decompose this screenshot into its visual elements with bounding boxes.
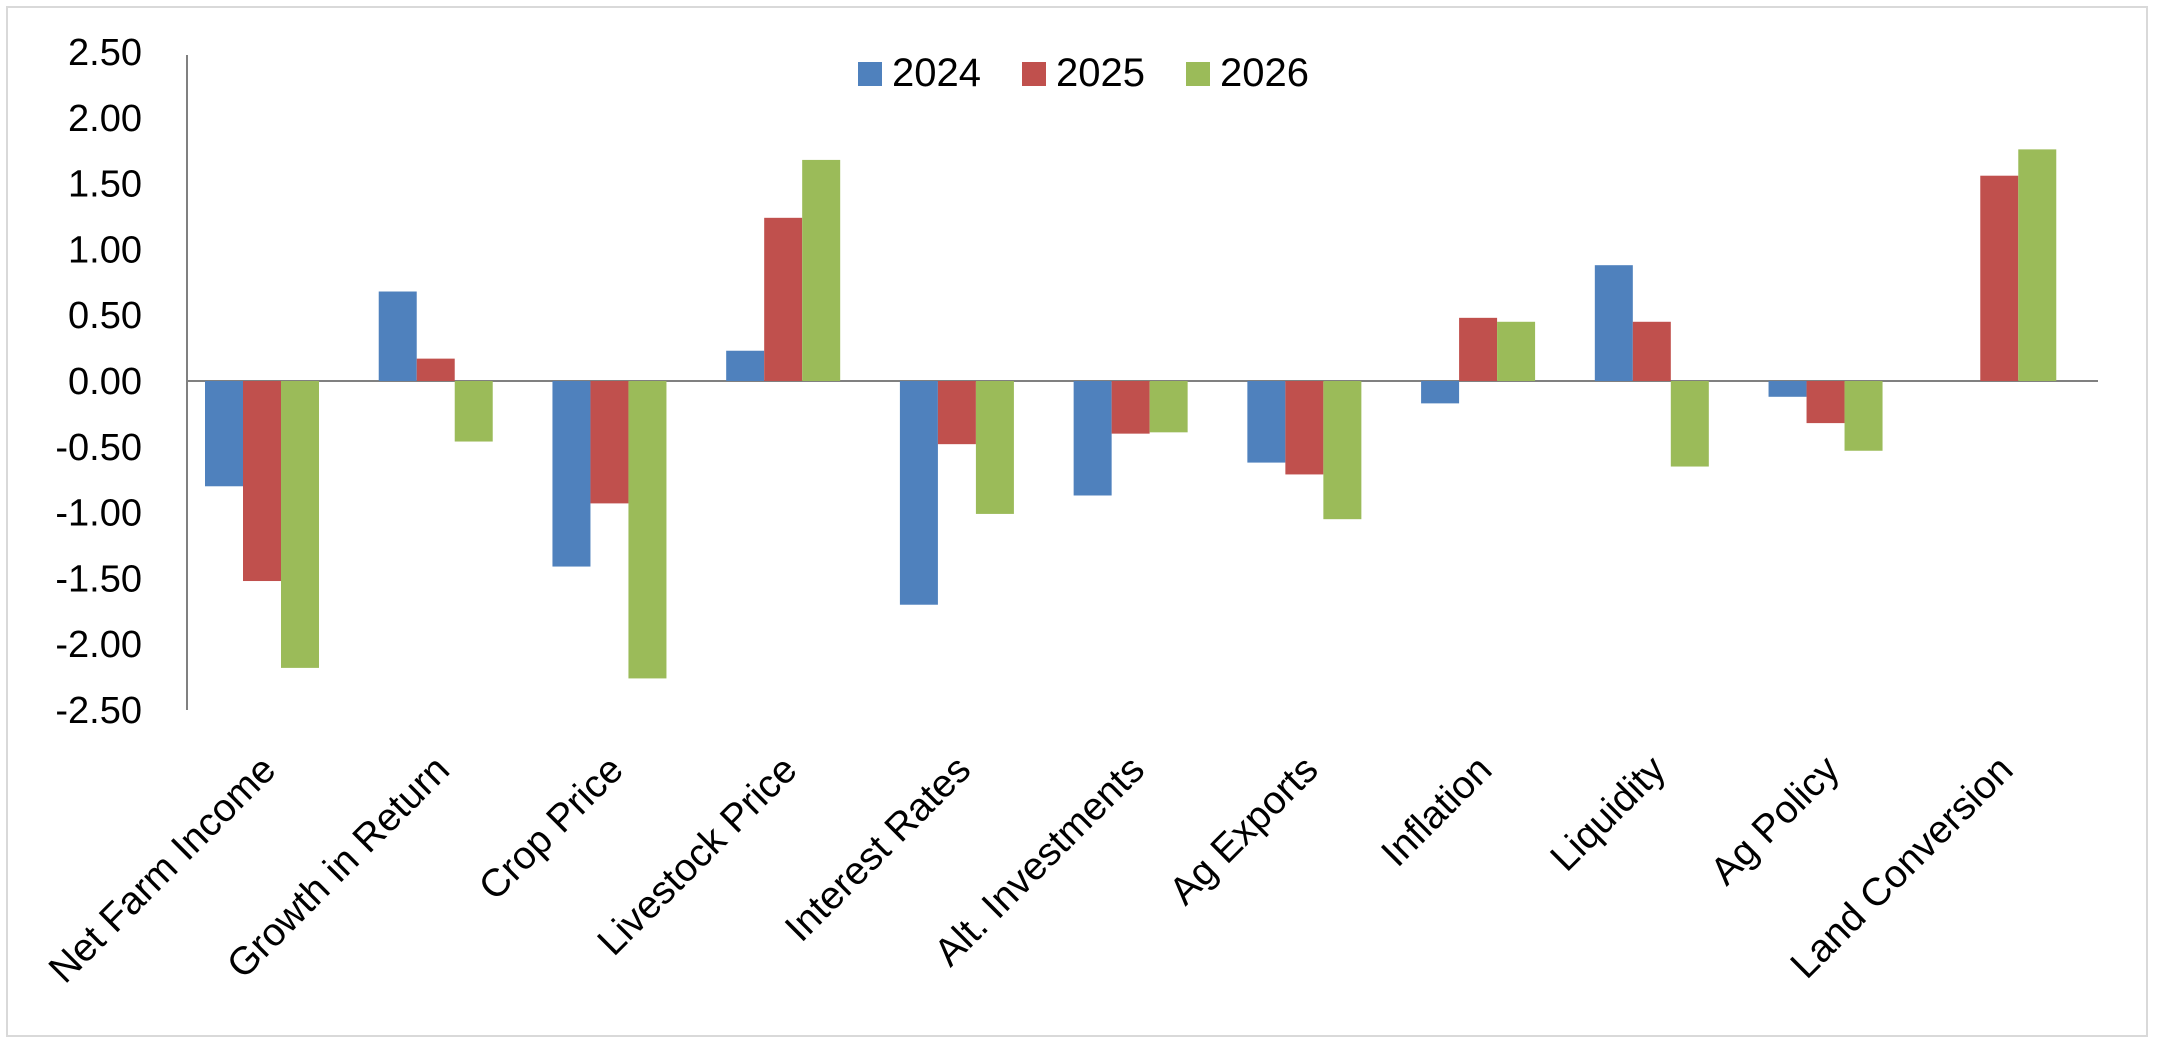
bar-2025-liquidity — [1632, 321, 1671, 381]
bars — [205, 149, 2057, 679]
y-tick-label: -1.50 — [55, 558, 142, 600]
bar-2024-interest-rates — [899, 381, 938, 605]
bar-2025-alt-investments — [1111, 381, 1150, 434]
bar-2026-livestock-price — [802, 159, 841, 381]
legend-label-2024: 2024 — [892, 51, 981, 95]
y-tick-label: -2.50 — [55, 690, 142, 732]
category-label: Liquidity — [1542, 748, 1674, 880]
bar-2026-alt-investments — [1149, 381, 1188, 433]
category-label: Ag Exports — [1161, 748, 1326, 913]
bar-2024-inflation — [1421, 381, 1460, 404]
y-tick-label: 2.00 — [68, 98, 142, 140]
y-tick-label: 0.00 — [68, 361, 142, 403]
bar-2024-ag-exports — [1247, 381, 1286, 463]
bar-2025-ag-exports — [1285, 381, 1324, 475]
bar-2026-land-conversion — [2018, 149, 2057, 381]
legend-swatch-2024 — [858, 62, 882, 86]
bar-2024-alt-investments — [1073, 381, 1112, 496]
bar-2026-net-farm-income — [281, 381, 319, 668]
bar-2025-livestock-price — [764, 217, 803, 381]
y-tick-label: -1.00 — [55, 493, 142, 535]
y-tick-label: 1.50 — [68, 164, 142, 206]
legend-label-2025: 2025 — [1056, 51, 1145, 95]
chart-frame — [6, 6, 2148, 1037]
y-tick-label: -0.50 — [55, 427, 142, 469]
bar-2026-ag-policy — [1844, 381, 1883, 451]
bar-2025-net-farm-income — [243, 381, 281, 582]
category-label: Inflation — [1373, 748, 1500, 875]
bar-2026-inflation — [1497, 321, 1536, 381]
y-tick-label: -2.00 — [55, 624, 142, 666]
category-label: Ag Policy — [1702, 748, 1848, 894]
bar-2024-crop-price — [552, 381, 591, 567]
bar-2026-ag-exports — [1323, 381, 1362, 520]
bar-2024-ag-policy — [1768, 381, 1807, 397]
category-label: Interest Rates — [777, 748, 979, 950]
legend: 2024 2025 2026 — [858, 51, 1309, 95]
legend-label-2026: 2026 — [1220, 51, 1309, 95]
y-tick-label: 1.00 — [68, 229, 142, 271]
y-tick-label: 0.50 — [68, 295, 142, 337]
bar-2026-growth-in-return — [454, 381, 493, 442]
bar-2025-growth-in-return — [416, 358, 455, 381]
bar-2026-interest-rates — [975, 381, 1014, 514]
bar-2025-crop-price — [590, 381, 629, 504]
legend-swatch-2026 — [1186, 62, 1210, 86]
bar-2025-ag-policy — [1806, 381, 1845, 424]
bar-2026-crop-price — [628, 381, 667, 679]
category-label: Crop Price — [471, 748, 632, 909]
bar-2024-growth-in-return — [378, 291, 417, 381]
bar-2025-inflation — [1459, 317, 1498, 381]
bar-2025-interest-rates — [937, 381, 976, 445]
bar-2025-land-conversion — [1980, 175, 2019, 381]
y-tick-labels: 2.50 2.00 1.50 1.00 0.50 0.00 -0.50 -1.00 -1.50 -… — [55, 32, 142, 732]
bar-2024-net-farm-income — [205, 381, 243, 487]
bar-2024-livestock-price — [726, 350, 765, 381]
legend-swatch-2025 — [1022, 62, 1046, 86]
y-tick-label: 2.50 — [68, 32, 142, 74]
bar-2026-liquidity — [1670, 381, 1709, 467]
bar-2024-liquidity — [1594, 265, 1633, 381]
